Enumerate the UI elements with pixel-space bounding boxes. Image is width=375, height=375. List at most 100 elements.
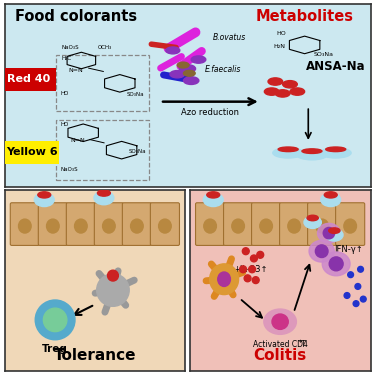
Ellipse shape: [130, 219, 143, 233]
FancyBboxPatch shape: [122, 203, 152, 245]
Ellipse shape: [273, 148, 303, 158]
Circle shape: [275, 90, 290, 97]
FancyBboxPatch shape: [10, 203, 39, 245]
Circle shape: [360, 296, 366, 302]
Ellipse shape: [207, 192, 220, 198]
FancyBboxPatch shape: [4, 141, 59, 164]
Text: HO: HO: [60, 122, 69, 127]
Text: B.ovatus: B.ovatus: [212, 33, 246, 42]
Ellipse shape: [302, 149, 322, 153]
Text: NaO₃S: NaO₃S: [60, 167, 78, 172]
Ellipse shape: [38, 192, 51, 198]
FancyBboxPatch shape: [195, 203, 225, 245]
Circle shape: [252, 277, 259, 284]
Text: SO₃Na: SO₃Na: [127, 92, 145, 97]
Circle shape: [249, 266, 255, 273]
FancyBboxPatch shape: [224, 203, 253, 245]
FancyBboxPatch shape: [336, 203, 365, 245]
FancyBboxPatch shape: [94, 203, 123, 245]
Text: Red 40: Red 40: [8, 74, 51, 84]
Ellipse shape: [297, 150, 327, 160]
Ellipse shape: [321, 193, 340, 207]
Ellipse shape: [75, 219, 87, 233]
Ellipse shape: [18, 219, 31, 233]
Circle shape: [183, 70, 195, 76]
Circle shape: [290, 88, 304, 95]
Ellipse shape: [159, 219, 171, 233]
Ellipse shape: [278, 147, 298, 152]
Text: T: T: [302, 340, 306, 349]
Ellipse shape: [94, 191, 114, 205]
Circle shape: [353, 301, 359, 306]
Text: OCH₃: OCH₃: [98, 45, 112, 50]
Text: IFN-γ↑: IFN-γ↑: [334, 245, 363, 254]
FancyBboxPatch shape: [66, 203, 95, 245]
Text: +IL-23↑: +IL-23↑: [233, 265, 267, 274]
Text: H₂N: H₂N: [273, 44, 285, 49]
Ellipse shape: [264, 309, 296, 334]
Circle shape: [268, 78, 283, 85]
Text: HO: HO: [60, 91, 69, 96]
Text: Yellow 6: Yellow 6: [6, 147, 58, 158]
Circle shape: [251, 255, 257, 262]
Ellipse shape: [320, 148, 351, 158]
Ellipse shape: [97, 274, 129, 306]
Ellipse shape: [323, 227, 334, 239]
Circle shape: [166, 47, 180, 54]
Circle shape: [257, 251, 264, 258]
Text: H₃C: H₃C: [61, 56, 71, 61]
Text: Metabolites: Metabolites: [256, 9, 354, 24]
Ellipse shape: [318, 224, 340, 243]
FancyBboxPatch shape: [150, 203, 180, 245]
Ellipse shape: [204, 219, 216, 233]
Ellipse shape: [218, 272, 230, 286]
Circle shape: [283, 81, 297, 88]
Circle shape: [355, 284, 361, 290]
Ellipse shape: [288, 219, 300, 233]
Text: SO₃Na: SO₃Na: [129, 148, 147, 154]
Circle shape: [191, 56, 206, 63]
Ellipse shape: [316, 219, 328, 233]
Circle shape: [180, 65, 195, 73]
Circle shape: [244, 275, 251, 282]
Circle shape: [170, 70, 184, 78]
Text: Activated CD4: Activated CD4: [253, 340, 308, 349]
Text: SO₃Na: SO₃Na: [314, 53, 334, 57]
Circle shape: [108, 270, 118, 281]
Circle shape: [348, 272, 354, 278]
FancyBboxPatch shape: [252, 203, 280, 245]
Ellipse shape: [309, 240, 334, 262]
Text: HO: HO: [276, 30, 286, 36]
Ellipse shape: [326, 147, 346, 152]
Ellipse shape: [307, 215, 318, 221]
Circle shape: [177, 62, 189, 68]
Circle shape: [183, 77, 199, 84]
Ellipse shape: [210, 264, 238, 295]
Ellipse shape: [260, 219, 272, 233]
Circle shape: [35, 300, 75, 340]
Ellipse shape: [34, 193, 54, 207]
Text: Treg: Treg: [42, 344, 68, 354]
Text: ANSA-Na: ANSA-Na: [306, 60, 366, 74]
Ellipse shape: [98, 190, 110, 196]
Circle shape: [358, 266, 363, 272]
Text: Azo reduction: Azo reduction: [181, 108, 239, 117]
Text: Food colorants: Food colorants: [15, 9, 137, 24]
Circle shape: [240, 266, 246, 273]
Ellipse shape: [326, 229, 343, 241]
Text: +: +: [298, 339, 303, 345]
Circle shape: [242, 248, 249, 255]
Ellipse shape: [329, 257, 343, 271]
FancyBboxPatch shape: [38, 203, 68, 245]
Text: Tolerance: Tolerance: [54, 348, 136, 363]
Ellipse shape: [304, 216, 321, 228]
Ellipse shape: [329, 228, 340, 233]
FancyBboxPatch shape: [308, 203, 337, 245]
Ellipse shape: [344, 219, 357, 233]
Circle shape: [44, 308, 67, 332]
Text: NaO₃S: NaO₃S: [61, 45, 79, 50]
Circle shape: [344, 292, 350, 298]
Ellipse shape: [232, 219, 244, 233]
Ellipse shape: [324, 192, 337, 198]
Ellipse shape: [103, 219, 115, 233]
